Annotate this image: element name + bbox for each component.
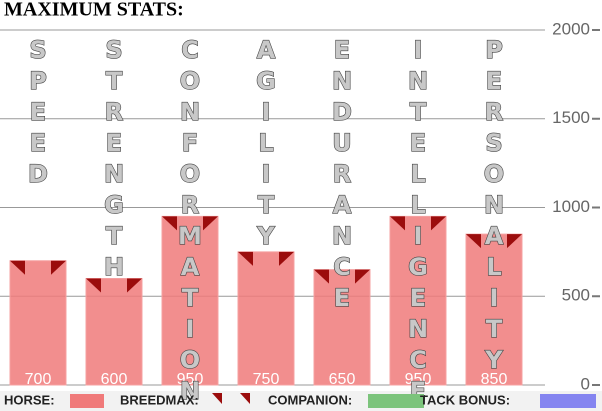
value-label: 950 xyxy=(405,371,432,388)
bar xyxy=(389,215,447,386)
category-label: AGILITY xyxy=(252,36,280,253)
category-label: SPEED xyxy=(24,36,52,191)
legend-label: BREEDMAX: xyxy=(120,392,199,407)
category-label: INTELLIGENCE xyxy=(404,36,432,408)
bar xyxy=(313,269,371,386)
value-label: 650 xyxy=(329,371,356,388)
legend-swatch xyxy=(540,394,596,408)
value-label: 850 xyxy=(481,371,508,388)
breedmax-marker xyxy=(355,269,370,284)
category-label: PERSONALITY xyxy=(480,36,508,377)
bar xyxy=(237,251,295,386)
value-label: 750 xyxy=(253,371,280,388)
bar xyxy=(161,215,219,386)
value-label: 600 xyxy=(101,371,128,388)
breedmax-marker xyxy=(10,260,25,275)
breedmax-marker xyxy=(86,278,101,293)
legend-label: COMPANION: xyxy=(268,392,352,407)
bar xyxy=(9,260,67,386)
bar xyxy=(85,278,143,386)
category-label: STRENGTH xyxy=(100,36,128,284)
y-tick-label: 1000 xyxy=(552,197,590,216)
breedmax-marker xyxy=(466,234,481,249)
legend-label: HORSE: xyxy=(4,392,55,407)
category-label: ENDURANCE xyxy=(328,36,356,315)
y-tick-label: 1500 xyxy=(552,108,590,127)
legend-marker xyxy=(212,393,222,404)
legend-swatch xyxy=(70,394,104,408)
legend-marker xyxy=(240,393,250,404)
breedmax-marker xyxy=(51,260,66,275)
y-tick-label: 0 xyxy=(581,374,590,393)
breedmax-marker xyxy=(507,234,522,249)
breedmax-marker xyxy=(390,216,405,231)
breedmax-marker xyxy=(314,269,329,284)
value-label: 950 xyxy=(177,371,204,388)
legend-label: TACK BONUS: xyxy=(420,392,510,407)
breedmax-marker xyxy=(431,216,446,231)
chart-title: MAXIMUM STATS: xyxy=(4,0,184,21)
breedmax-marker xyxy=(238,251,253,266)
legend-strip xyxy=(0,391,602,411)
legend-swatch xyxy=(368,394,424,408)
y-tick-label: 500 xyxy=(562,286,590,305)
category-label: CONFORMATION xyxy=(176,36,204,408)
breedmax-marker xyxy=(279,251,294,266)
bar xyxy=(465,233,523,386)
breedmax-marker xyxy=(162,216,177,231)
value-label: 700 xyxy=(25,371,52,388)
y-tick-label: 2000 xyxy=(552,19,590,38)
breedmax-marker xyxy=(127,278,142,293)
breedmax-marker xyxy=(203,216,218,231)
